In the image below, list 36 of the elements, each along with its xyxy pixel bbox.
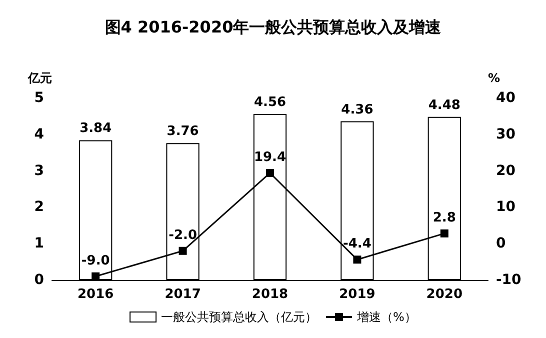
y2-tick-label: 20 (496, 162, 516, 179)
y2-tick-label: 0 (496, 236, 506, 252)
data-label: -4.4 (342, 236, 372, 252)
data-label: -9.0 (81, 253, 110, 268)
point (178, 246, 187, 255)
data-label: -2.0 (168, 228, 198, 243)
legend-label: 一般公共预算总收入（亿元） (161, 310, 318, 324)
legend-label: 增速（%） (356, 310, 416, 324)
data-label: 19.4 (254, 150, 286, 165)
y2-tick-label: 40 (496, 90, 516, 106)
y-tick-label: 1 (34, 236, 44, 252)
chart-title: 图4 2016-2020年一般公共预算总收入及增速 (104, 18, 442, 36)
y2-tick-label: -10 (496, 272, 522, 288)
data-label: 4.36 (341, 102, 374, 118)
data-label: 2.8 (432, 210, 456, 226)
y2-axis-title: % (488, 71, 500, 85)
x-tick-label: 2020 (426, 287, 462, 302)
y-tick-label: 2 (34, 199, 44, 216)
x-tick-label: 2018 (252, 287, 288, 302)
y-tick-label: 4 (34, 126, 44, 142)
y-tick-label: 5 (34, 90, 44, 106)
y2-tick-label: 10 (496, 199, 516, 216)
y2-tick-label: 30 (496, 126, 516, 142)
point (353, 256, 362, 264)
point (266, 168, 274, 177)
x-tick-label: 2016 (78, 287, 114, 302)
x-tick-label: 2019 (339, 287, 376, 302)
y-tick-label: 3 (34, 162, 44, 179)
data-label: 4.56 (254, 95, 286, 110)
point (440, 229, 448, 238)
data-label: 3.76 (166, 124, 199, 140)
data-label: 3.84 (80, 121, 112, 136)
y-tick-label: 0 (34, 272, 44, 288)
x-tick-label: 2017 (164, 287, 201, 302)
data-label: 4.48 (428, 98, 460, 113)
y-axis-title: 亿元 (27, 71, 52, 85)
